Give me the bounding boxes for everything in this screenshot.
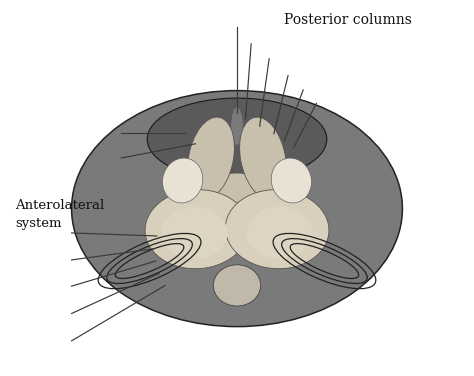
Ellipse shape xyxy=(145,190,248,269)
Ellipse shape xyxy=(240,117,286,199)
Ellipse shape xyxy=(72,91,402,327)
Ellipse shape xyxy=(188,117,234,199)
Ellipse shape xyxy=(163,158,203,203)
Ellipse shape xyxy=(213,265,261,306)
Text: Anterolateral
system: Anterolateral system xyxy=(15,199,104,230)
Ellipse shape xyxy=(246,207,313,259)
Text: Posterior columns: Posterior columns xyxy=(284,13,412,27)
Ellipse shape xyxy=(226,190,329,269)
Ellipse shape xyxy=(271,158,311,203)
Ellipse shape xyxy=(147,98,327,180)
Ellipse shape xyxy=(204,173,270,211)
Ellipse shape xyxy=(161,207,228,259)
Ellipse shape xyxy=(231,108,243,145)
